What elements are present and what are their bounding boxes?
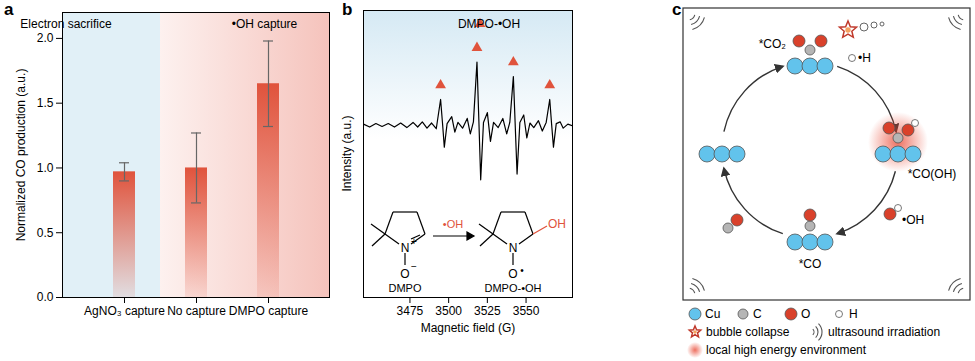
svg-text:3475: 3475 <box>397 304 424 318</box>
svg-text:1.0: 1.0 <box>37 161 54 175</box>
svg-text:OH: OH <box>548 217 566 231</box>
svg-text:2.0: 2.0 <box>37 31 54 45</box>
svg-text:−: − <box>411 261 417 272</box>
svg-text:•OH: •OH <box>443 218 463 230</box>
html-text:b: b <box>342 0 353 19</box>
svg-text:•OH: •OH <box>902 213 924 227</box>
html-text:c: c <box>672 0 682 19</box>
svg-text:1.5: 1.5 <box>37 96 54 110</box>
svg-text:No capture: No capture <box>167 304 226 318</box>
svg-text:3500: 3500 <box>435 304 462 318</box>
svg-text:3550: 3550 <box>513 304 540 318</box>
svg-text:O: O <box>508 267 517 281</box>
svg-text:O: O <box>400 267 409 281</box>
svg-text:+: + <box>411 236 417 247</box>
svg-text:bubble collapse: bubble collapse <box>706 325 790 339</box>
svg-text:3525: 3525 <box>474 304 501 318</box>
svg-text:ultrasound irradiation: ultrasound irradiation <box>828 325 940 339</box>
svg-text:*CO(OH): *CO(OH) <box>908 167 957 181</box>
svg-text:•H: •H <box>858 51 871 65</box>
svg-text:*CO: *CO <box>799 257 822 271</box>
svg-text:Normalized CO production (a.u.: Normalized CO production (a.u.) <box>14 69 28 242</box>
svg-text:local high energy environment: local high energy environment <box>706 343 867 357</box>
svg-text:•OH capture: •OH capture <box>232 17 298 31</box>
svg-text:Electron sacrifice: Electron sacrifice <box>20 17 112 31</box>
svg-text:0.5: 0.5 <box>37 226 54 240</box>
svg-text:O: O <box>801 307 810 321</box>
svg-text:Cu: Cu <box>705 307 720 321</box>
svg-text:0.0: 0.0 <box>37 290 54 304</box>
svg-text:AgNO₃ capture: AgNO₃ capture <box>84 304 165 318</box>
svg-text:*CO₂: *CO₂ <box>759 37 787 51</box>
svg-text:•: • <box>520 265 524 276</box>
svg-text:Intensity (a.u.): Intensity (a.u.) <box>340 115 354 191</box>
svg-text:Magnetic field (G): Magnetic field (G) <box>421 321 516 335</box>
svg-text:C: C <box>753 307 762 321</box>
svg-text:DMPO capture: DMPO capture <box>229 304 309 318</box>
svg-text:N: N <box>401 241 410 255</box>
svg-text:DMPO-•OH: DMPO-•OH <box>484 282 541 294</box>
svg-text:H: H <box>849 307 858 321</box>
svg-text:DMPO-•OH: DMPO-•OH <box>458 17 520 31</box>
svg-text:DMPO: DMPO <box>389 282 422 294</box>
svg-text:N: N <box>509 241 518 255</box>
html-text:a: a <box>4 0 14 19</box>
